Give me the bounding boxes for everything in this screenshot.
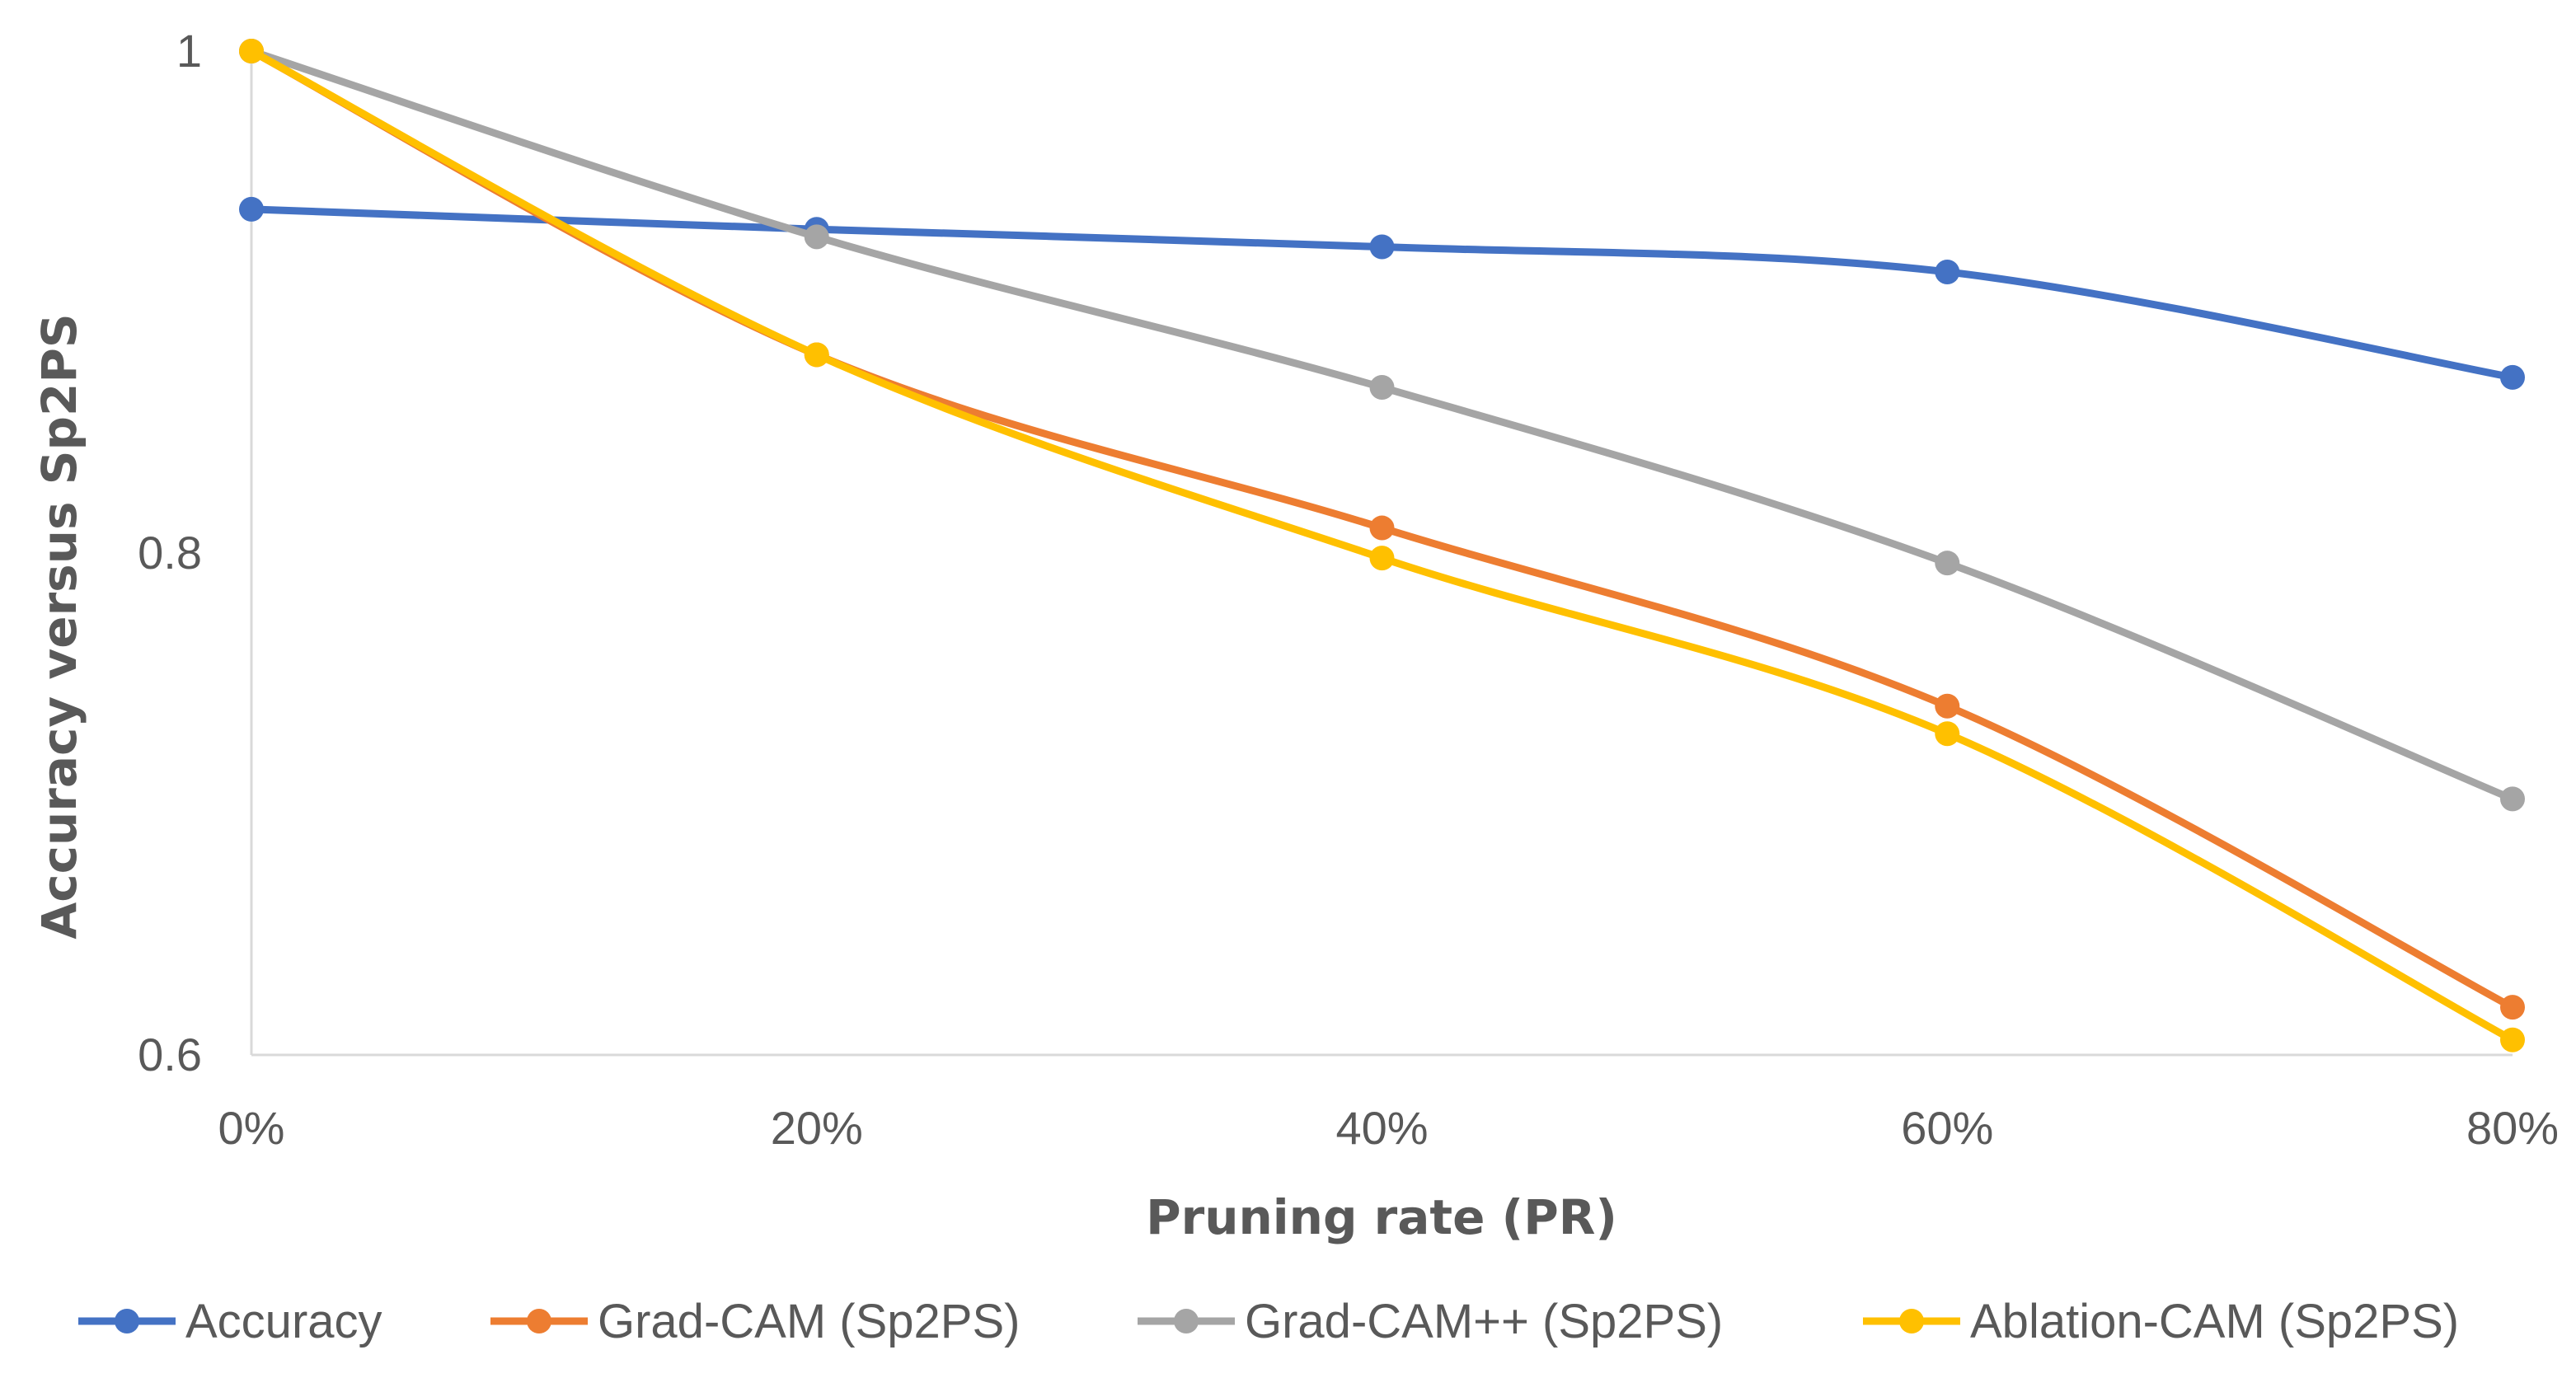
legend-swatch-marker <box>527 1309 551 1333</box>
x-axis-title: Pruning rate (PR) <box>1146 1189 1617 1245</box>
series-layer <box>239 39 2525 1052</box>
legend: Accuracy Grad-CAM (Sp2PS) Grad-CAM++ (Sp2P… <box>78 1295 2459 1348</box>
legend-swatch-marker <box>1174 1309 1199 1333</box>
series-2 <box>239 39 2525 1020</box>
series-3 <box>239 39 2525 812</box>
y-tick-label: 1 <box>176 25 202 77</box>
y-axis-title: Accuracy versus Sp2PS <box>31 313 87 939</box>
legend-label: Grad-CAM++ (Sp2PS) <box>1245 1295 1723 1348</box>
data-point <box>2500 1027 2525 1052</box>
data-point <box>2500 995 2525 1020</box>
data-point <box>1369 515 1395 541</box>
legend-label: Accuracy <box>185 1295 382 1348</box>
data-point <box>1935 721 1960 747</box>
x-tick-label: 80% <box>2466 1102 2559 1154</box>
legend-swatch-marker <box>115 1309 139 1333</box>
data-point <box>239 196 264 222</box>
series-line <box>247 205 2517 382</box>
x-tick-label: 0% <box>218 1102 285 1154</box>
series-line <box>247 47 2517 1044</box>
data-point <box>2500 786 2525 812</box>
x-tick-label: 40% <box>1335 1102 1428 1154</box>
x-tick-label: 20% <box>771 1102 863 1154</box>
legend-label: Ablation-CAM (Sp2PS) <box>1970 1295 2459 1348</box>
y-tick-labels: 0.6 0.8 1 <box>138 25 202 1080</box>
data-point <box>2500 364 2525 390</box>
legend-item: Grad-CAM (Sp2PS) <box>490 1295 1020 1348</box>
data-point <box>804 224 829 250</box>
legend-item: Grad-CAM++ (Sp2PS) <box>1138 1295 1723 1348</box>
data-point <box>1935 551 1960 576</box>
legend-swatch-marker <box>1899 1309 1924 1333</box>
y-tick-label: 0.8 <box>138 527 202 579</box>
data-point <box>239 39 264 63</box>
data-point <box>1369 546 1395 571</box>
legend-item: Ablation-CAM (Sp2PS) <box>1863 1295 2459 1348</box>
series-4 <box>239 39 2525 1052</box>
series-1 <box>239 196 2525 390</box>
data-point <box>804 342 829 368</box>
y-tick-label: 0.6 <box>138 1029 202 1080</box>
x-tick-labels: 0% 20% 40% 60% 80% <box>218 1102 2560 1154</box>
series-line <box>247 47 2517 803</box>
x-tick-label: 60% <box>1901 1102 1993 1154</box>
data-point <box>1369 375 1395 401</box>
data-point <box>1935 693 1960 719</box>
data-point <box>1935 259 1960 284</box>
legend-item: Accuracy <box>78 1295 382 1348</box>
data-point <box>1369 234 1395 260</box>
legend-label: Grad-CAM (Sp2PS) <box>598 1295 1020 1348</box>
